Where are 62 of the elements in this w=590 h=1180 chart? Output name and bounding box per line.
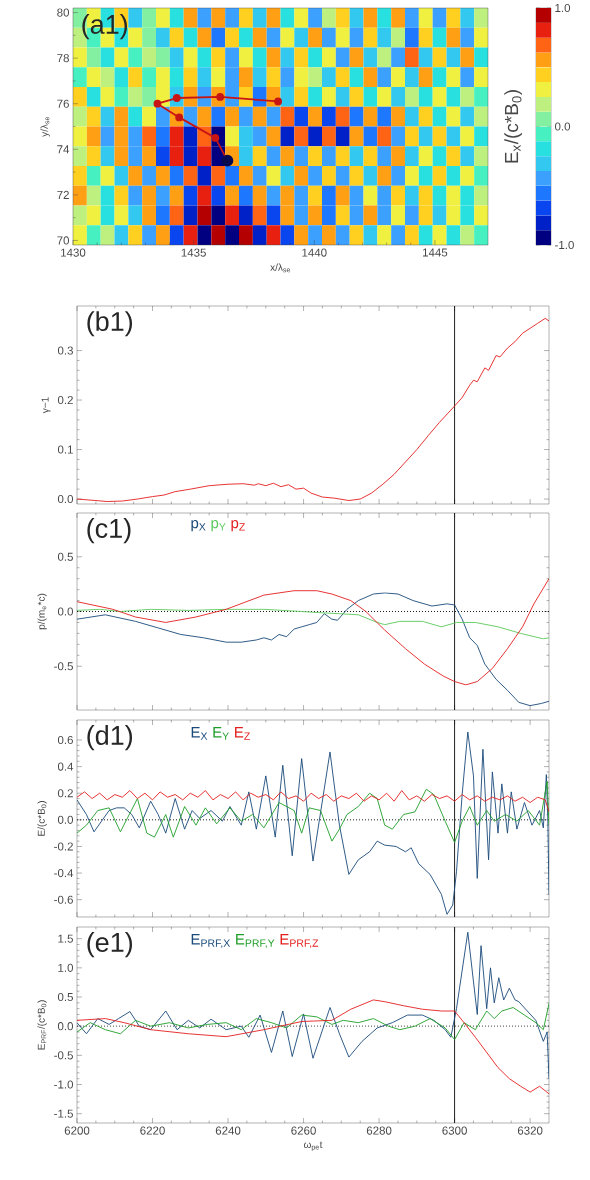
- y-tick-label: 0.5: [57, 992, 73, 1002]
- x-tick-label: 6300: [442, 1126, 467, 1135]
- annotation: (b1): [87, 311, 133, 337]
- y-tick-label: 76: [57, 99, 69, 108]
- y-tick-label: 0.1: [57, 445, 73, 454]
- text: p$_{Y}$: [211, 520, 226, 532]
- y-axis-title: y/λ$_{se}$: [40, 116, 50, 137]
- y-tick-label: 1.5: [58, 934, 73, 943]
- annotation: (e1): [87, 932, 133, 958]
- x-tick-label: 6280: [366, 1126, 392, 1135]
- y-tick-label: 74: [57, 145, 70, 154]
- color-bar-label: -1.0: [555, 240, 574, 250]
- x-tick-label: 1440: [302, 248, 327, 257]
- x-tick-label: 6200: [64, 1126, 90, 1135]
- y-tick-label: 0.6: [57, 735, 73, 745]
- y-tick-label: -0.6: [54, 895, 73, 904]
- x-tick-label: 1435: [181, 248, 206, 257]
- annotation: (d1): [87, 725, 133, 751]
- y-tick-label: 0.0: [57, 815, 74, 824]
- y-tick-label: 0.5: [57, 552, 73, 561]
- y-tick-label: -0.5: [54, 662, 73, 671]
- y-tick-label: 0.2: [57, 395, 73, 405]
- y-tick-label: 70: [57, 236, 70, 245]
- y-axis-title: p/(m$_{e}$*c): [37, 593, 47, 630]
- y-tick-label: -0.5: [54, 1051, 73, 1060]
- color-bar-title: E$_{x}$/(c*B$_{0}$): [504, 90, 522, 163]
- text: E$_{Y}$: [213, 727, 229, 740]
- x-tick-label: 1445: [423, 248, 448, 257]
- text: E$_{PRF,Y}$: [236, 934, 275, 948]
- y-tick-label: -0.2: [54, 842, 73, 851]
- x-axis-title: x/λ$_{se}$: [270, 263, 291, 273]
- y-tick-label: 0.0: [57, 607, 74, 616]
- y-tick-label: 1.0: [58, 963, 74, 972]
- y-axis-title: E$_{PRF}$/(c*B$_{0}$): [37, 1000, 47, 1050]
- y-tick-label: -0.4: [54, 869, 74, 878]
- y-tick-label: -1.5: [54, 1109, 73, 1118]
- text: p$_{Z}$: [231, 520, 245, 532]
- y-tick-label: 0.3: [57, 346, 73, 355]
- y-tick-label: 0.0: [57, 1022, 74, 1031]
- x-tick-label: 6260: [291, 1126, 316, 1135]
- x-tick-label: 6220: [140, 1126, 165, 1135]
- text: E$_{PRF,Z}$: [280, 934, 319, 948]
- x-tick-label: 6320: [517, 1126, 543, 1135]
- y-tick-label: 80: [57, 8, 70, 17]
- y-tick-label: 0.4: [57, 762, 74, 771]
- text: E$_{X}$: [191, 727, 208, 740]
- text: E$_{Z}$: [235, 727, 250, 740]
- y-tick-label: -1.0: [54, 1080, 74, 1089]
- text: p$_{X}$: [191, 520, 206, 532]
- x-tick-label: 1430: [61, 248, 86, 257]
- y-tick-label: 78: [57, 54, 69, 63]
- x-axis-title: ω$_{pe}$t: [303, 1141, 323, 1151]
- y-axis-title: γ−1: [41, 397, 51, 414]
- color-bar-label: 0.0: [554, 122, 571, 131]
- y-tick-label: 0.0: [57, 494, 74, 504]
- y-tick-label: 0.2: [57, 789, 73, 798]
- text: E$_{PRF,X}$: [191, 934, 231, 948]
- color-bar-label: 1.0: [555, 3, 571, 13]
- y-axis-title: E/(c*B$_{0}$): [37, 801, 47, 836]
- x-tick-label: 6240: [215, 1126, 241, 1135]
- y-tick-label: 72: [57, 190, 69, 199]
- annotation: (c1): [87, 518, 131, 544]
